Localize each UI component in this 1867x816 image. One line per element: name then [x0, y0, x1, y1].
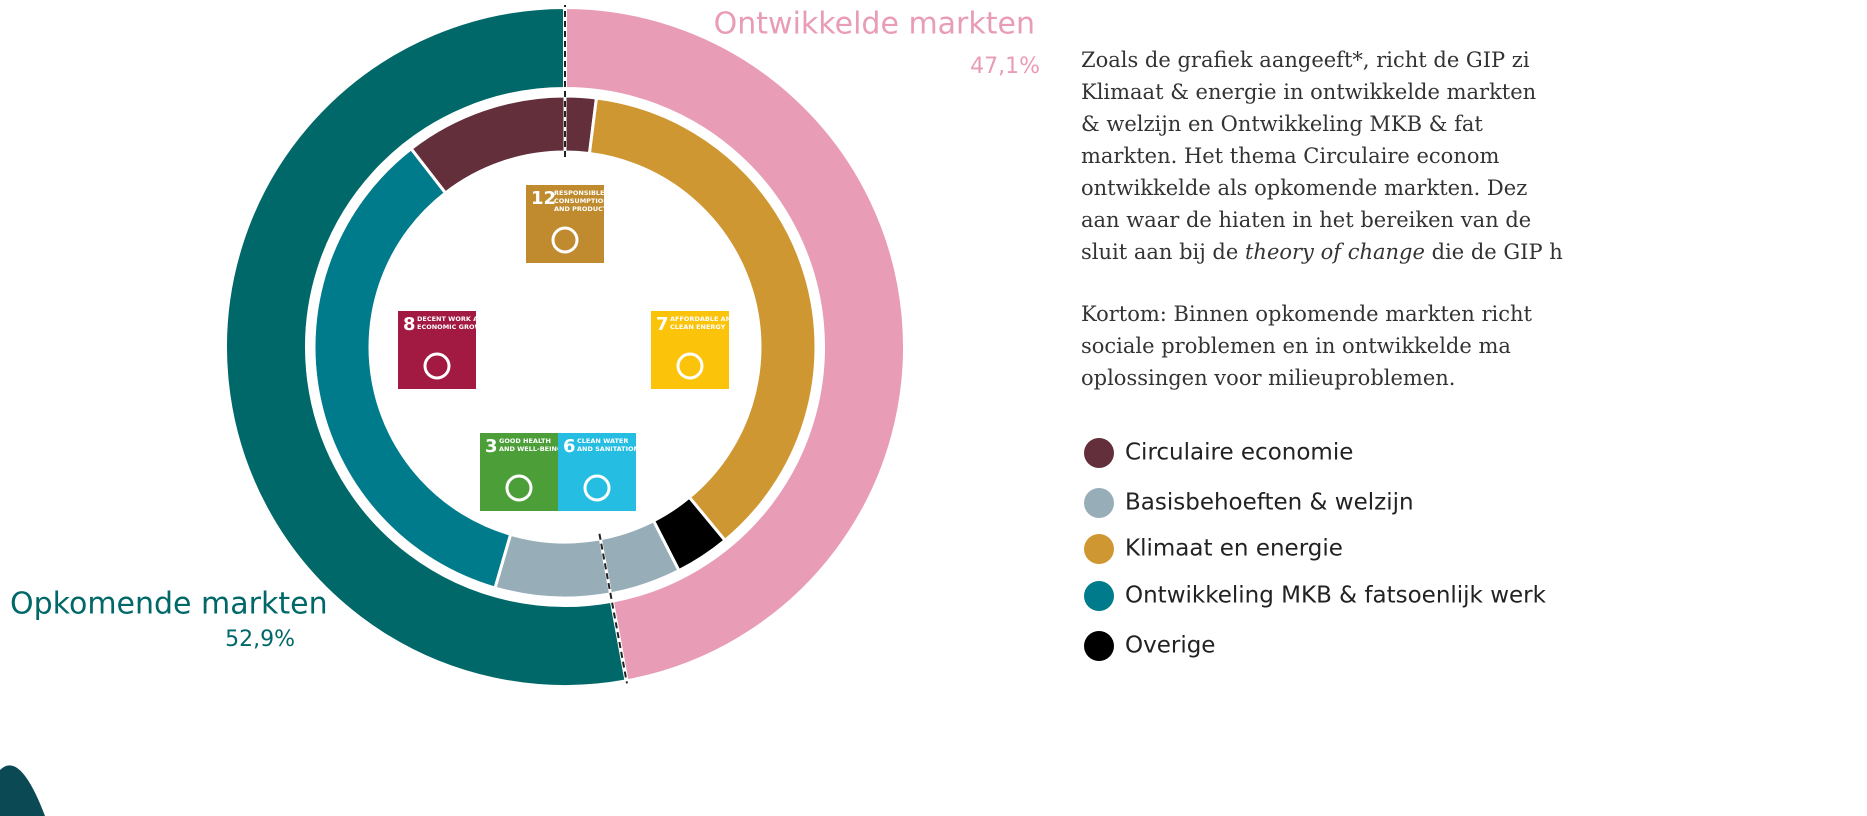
legend-marker — [1084, 631, 1114, 661]
sdg-label: ECONOMIC GROWTH — [417, 323, 492, 331]
sdg-label: RESPONSIBLE — [554, 189, 605, 197]
text-run: theory of change — [1244, 240, 1425, 264]
outer-segment — [563, 4, 907, 684]
text-run: aan waar de hiaten in het bereiken van d… — [1081, 208, 1532, 232]
text-line: sluit aan bij de theory of change die de… — [1081, 236, 1867, 268]
sdg-label: AND PRODUCTION — [554, 205, 621, 213]
text-run: & welzijn en Ontwikkeling MKB & fat — [1081, 112, 1483, 136]
sdg-pictogram — [676, 352, 704, 380]
market-label: Ontwikkelde markten — [714, 7, 1035, 42]
text-line: ontwikkelde als opkomende markten. Dez — [1081, 172, 1867, 204]
sdg-pictogram — [423, 352, 451, 380]
sdg-number: 3 — [485, 436, 498, 457]
text-line: Klimaat & energie in ontwikkelde markten — [1081, 76, 1867, 108]
text-line: sociale problemen en in ontwikkelde ma — [1081, 330, 1867, 362]
text-line: & welzijn en Ontwikkeling MKB & fat — [1081, 108, 1867, 140]
text-run: Kortom: Binnen opkomende markten richt — [1081, 302, 1532, 326]
sdg-number: 12 — [531, 188, 556, 209]
sdg-number: 6 — [563, 436, 576, 457]
market-label: Opkomende markten — [10, 587, 328, 622]
text-line: oplossingen voor milieuproblemen. — [1081, 362, 1867, 394]
text-run: ontwikkelde als opkomende markten. Dez — [1081, 176, 1528, 200]
text-block: Zoals de grafiek aangeeft*, richt de GIP… — [1081, 44, 1867, 394]
sdg-label: DECENT WORK AND — [417, 315, 490, 323]
text-run: die de GIP h — [1424, 240, 1563, 264]
market-share: 47,1% — [970, 54, 1040, 79]
legend-marker — [1084, 581, 1114, 611]
text-line: Kortom: Binnen opkomende markten richt — [1081, 298, 1867, 330]
text-line: Zoals de grafiek aangeeft*, richt de GIP… — [1081, 44, 1867, 76]
text-run: Zoals de grafiek aangeeft*, richt de GIP… — [1081, 48, 1530, 72]
outer-segment — [222, 4, 629, 689]
sdg-number: 8 — [403, 314, 416, 335]
sdg-label: CLEAN ENERGY — [670, 323, 726, 331]
legend-label: Circulaire economie — [1125, 440, 1353, 466]
legend-marker — [1084, 488, 1114, 518]
sdg-icon — [558, 433, 636, 511]
text-run: sluit aan bij de — [1081, 240, 1245, 264]
sdg-icon — [526, 185, 604, 263]
text-run: sociale problemen en in ontwikkelde ma — [1081, 334, 1511, 358]
inner-segment — [587, 96, 818, 543]
sdg-pictogram — [505, 474, 533, 502]
text-run: markten. Het thema Circulaire econom — [1081, 144, 1500, 168]
market-divider — [598, 533, 628, 684]
sdg-pictogram — [551, 226, 579, 254]
text-run: Klimaat & energie in ontwikkelde markten — [1081, 80, 1537, 104]
sdg-label: GOOD HEALTH — [499, 437, 551, 445]
sdg-label: AND SANITATION — [577, 445, 639, 453]
corner-decoration — [0, 765, 45, 816]
market-share: 52,9% — [225, 627, 295, 652]
sdg-number: 7 — [656, 314, 669, 335]
legend-label: Basisbehoeften & welzijn — [1125, 490, 1414, 516]
sdg-icon — [398, 311, 476, 389]
legend-marker — [1084, 438, 1114, 468]
legend-marker — [1084, 534, 1114, 564]
sdg-icon — [480, 433, 558, 511]
legend-label: Ontwikkeling MKB & fatsoenlijk werk — [1125, 583, 1547, 609]
sdg-label: CONSUMPTION — [554, 197, 609, 205]
inner-segment — [312, 146, 513, 590]
sdg-label: CLEAN WATER — [577, 437, 628, 445]
sdg-pictogram — [583, 474, 611, 502]
sdg-label: AND WELL-BEING — [499, 445, 562, 453]
text-run: oplossingen voor milieuproblemen. — [1081, 366, 1456, 390]
legend-label: Overige — [1125, 633, 1215, 659]
text-line: markten. Het thema Circulaire econom — [1081, 140, 1867, 172]
text-line: aan waar de hiaten in het bereiken van d… — [1081, 204, 1867, 236]
sdg-icon — [651, 311, 729, 389]
legend-label: Klimaat en energie — [1125, 536, 1343, 562]
inner-segment — [493, 532, 613, 600]
sdg-label: AFFORDABLE AND — [670, 315, 737, 323]
